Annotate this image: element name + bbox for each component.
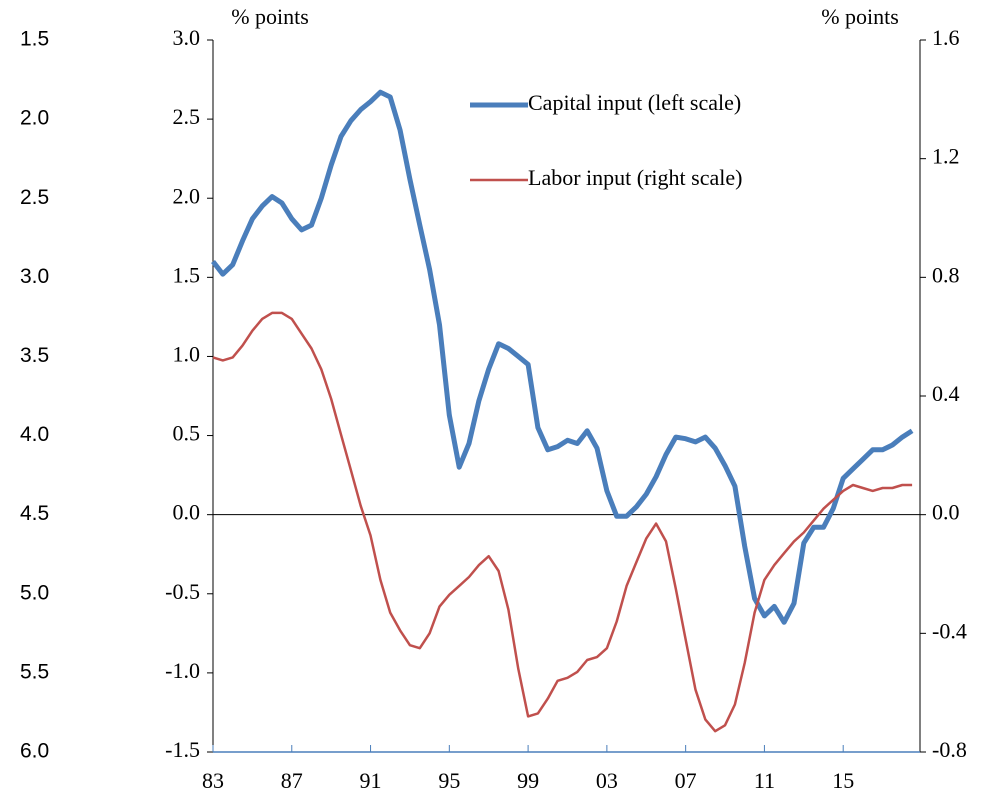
y-tick-label: 1.0 — [173, 341, 201, 366]
y3-tick-label: 2.5 — [20, 186, 49, 209]
y-tick-label: 2.5 — [173, 104, 201, 129]
x-tick-label: 07 — [675, 768, 697, 793]
y3-tick-label: 1.5 — [20, 28, 49, 51]
x-tick-label: 11 — [754, 768, 775, 793]
y2-tick-label: 0.8 — [932, 262, 960, 287]
y2-tick-label: -0.8 — [932, 737, 967, 762]
legend-label: Labor input (right scale) — [528, 165, 742, 190]
x-tick-label: 03 — [596, 768, 618, 793]
y3-tick-label: 4.5 — [20, 502, 49, 525]
y3-tick-label: 5.0 — [20, 581, 49, 604]
y2-tick-label: 0.0 — [932, 500, 960, 525]
y-tick-label: -1.5 — [165, 737, 200, 762]
y2-axis-label: % points — [821, 4, 899, 29]
y3-tick-label: 6.0 — [20, 740, 49, 763]
y-tick-label: -1.0 — [165, 658, 200, 683]
y-axis-label: % points — [231, 4, 309, 29]
y-tick-label: 2.0 — [173, 183, 201, 208]
x-tick-label: 15 — [832, 768, 854, 793]
y3-tick-label: 3.5 — [20, 344, 49, 367]
y3-tick-label: 5.5 — [20, 660, 49, 683]
series-line — [211, 89, 914, 625]
y-tick-label: -0.5 — [165, 579, 200, 604]
y3-tick-label: 3.0 — [20, 265, 49, 288]
legend-label: Capital input (left scale) — [528, 90, 741, 115]
y-tick-label: 0.5 — [173, 421, 201, 446]
y-tick-label: 1.5 — [173, 262, 201, 287]
y3-tick-label: 2.0 — [20, 107, 49, 130]
x-tick-label: 83 — [202, 768, 224, 793]
x-tick-label: 95 — [438, 768, 460, 793]
y-tick-label: 3.0 — [173, 25, 201, 50]
y2-tick-label: 1.6 — [932, 25, 960, 50]
x-tick-label: 99 — [517, 768, 539, 793]
y2-tick-label: 1.2 — [932, 144, 960, 169]
x-tick-label: 91 — [360, 768, 382, 793]
y3-tick-label: 4.0 — [20, 423, 49, 446]
y2-tick-label: -0.4 — [932, 618, 967, 643]
y2-tick-label: 0.4 — [932, 381, 960, 406]
x-tick-label: 87 — [281, 768, 303, 793]
y-tick-label: 0.0 — [173, 500, 201, 525]
series-line — [212, 311, 913, 733]
